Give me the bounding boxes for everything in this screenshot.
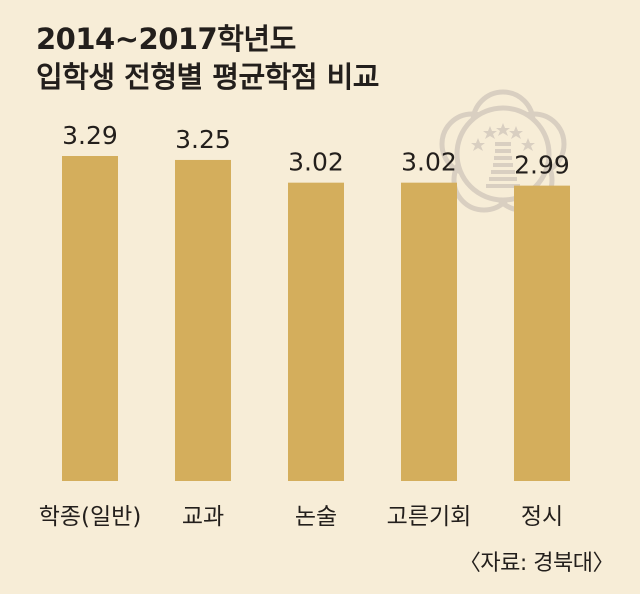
category-label: 정시 bbox=[521, 504, 563, 530]
value-label: 2.99 bbox=[514, 151, 570, 180]
bar-4 bbox=[401, 182, 457, 481]
source-note: 〈자료: 경북대〉 bbox=[458, 551, 615, 576]
bar-1 bbox=[62, 156, 118, 481]
value-label: 3.02 bbox=[401, 148, 457, 177]
title-line-1: 2014~2017학년도 bbox=[36, 22, 296, 56]
value-label: 3.25 bbox=[175, 125, 231, 154]
value-label: 3.02 bbox=[288, 148, 344, 177]
value-label: 3.29 bbox=[62, 121, 118, 150]
title-line-2: 입학생 전형별 평균학점 비교 bbox=[36, 60, 379, 94]
bar-5 bbox=[514, 185, 570, 481]
category-label: 논술 bbox=[295, 504, 337, 530]
category-label: 교과 bbox=[182, 504, 224, 530]
chart-title: 2014~2017학년도 입학생 전형별 평균학점 비교 bbox=[36, 20, 379, 96]
category-label: 고른기회 bbox=[387, 504, 472, 530]
category-label: 학종(일반) bbox=[39, 504, 142, 530]
bar-2 bbox=[175, 159, 231, 482]
bar-3 bbox=[288, 182, 344, 481]
